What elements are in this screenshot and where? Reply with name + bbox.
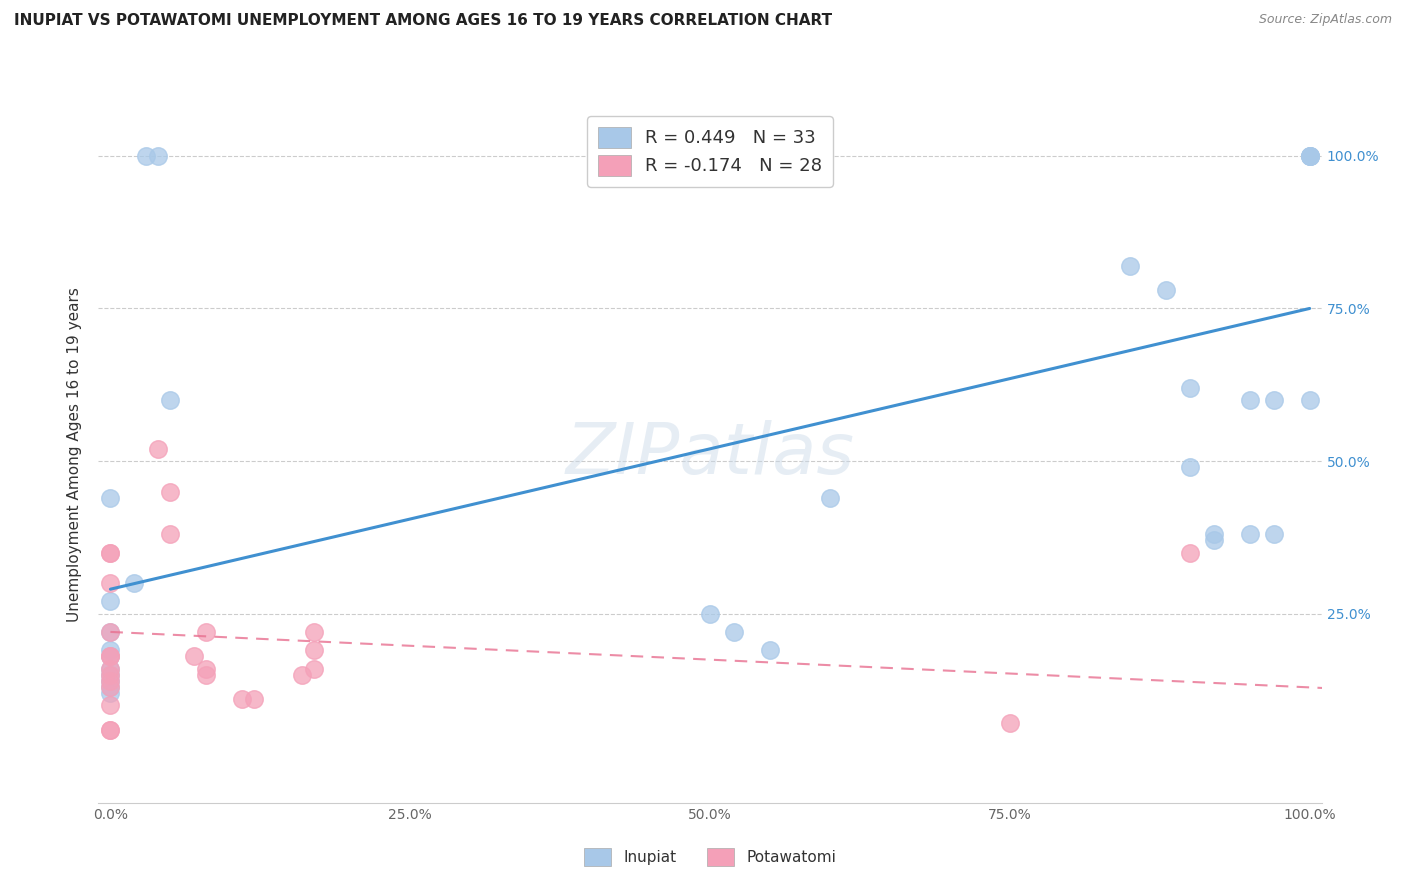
Point [100, 649, 122, 664]
Point [243, 692, 266, 706]
Point [100, 491, 122, 505]
Point [304, 643, 326, 657]
Point [1263, 392, 1285, 407]
Point [100, 723, 122, 737]
Point [195, 667, 218, 681]
Point [100, 698, 122, 713]
Point [100, 624, 122, 639]
Point [699, 607, 721, 621]
Point [304, 661, 326, 675]
Point [1298, 149, 1320, 163]
Point [195, 661, 218, 675]
Point [183, 649, 205, 664]
Point [100, 545, 122, 559]
Point [100, 661, 122, 675]
Text: Source: ZipAtlas.com: Source: ZipAtlas.com [1258, 13, 1392, 27]
Point [723, 624, 745, 639]
Point [1178, 381, 1201, 395]
Point [100, 723, 122, 737]
Point [1239, 527, 1261, 541]
Point [304, 624, 326, 639]
Point [100, 680, 122, 694]
Legend: Inupiat, Potawatomi: Inupiat, Potawatomi [578, 842, 842, 871]
Point [1239, 392, 1261, 407]
Point [100, 673, 122, 688]
Point [159, 392, 181, 407]
Point [159, 484, 181, 499]
Point [1154, 283, 1177, 297]
Point [759, 643, 782, 657]
Point [100, 673, 122, 688]
Point [100, 667, 122, 681]
Point [159, 527, 181, 541]
Point [1178, 545, 1201, 559]
Point [195, 624, 218, 639]
Point [100, 661, 122, 675]
Point [1298, 149, 1320, 163]
Text: INUPIAT VS POTAWATOMI UNEMPLOYMENT AMONG AGES 16 TO 19 YEARS CORRELATION CHART: INUPIAT VS POTAWATOMI UNEMPLOYMENT AMONG… [14, 13, 832, 29]
Point [231, 692, 253, 706]
Point [1202, 533, 1225, 548]
Point [100, 576, 122, 591]
Point [135, 149, 157, 163]
Point [100, 624, 122, 639]
Point [998, 716, 1021, 731]
Point [291, 667, 314, 681]
Point [1119, 259, 1142, 273]
Point [1178, 460, 1201, 475]
Point [818, 491, 841, 505]
Y-axis label: Unemployment Among Ages 16 to 19 years: Unemployment Among Ages 16 to 19 years [67, 287, 83, 623]
Point [100, 545, 122, 559]
Point [100, 649, 122, 664]
Point [1298, 392, 1320, 407]
Text: ZIPatlas: ZIPatlas [565, 420, 855, 490]
Point [100, 667, 122, 681]
Point [100, 643, 122, 657]
Point [100, 686, 122, 700]
Point [1298, 149, 1320, 163]
Point [100, 594, 122, 608]
Point [148, 442, 170, 456]
Point [100, 649, 122, 664]
Point [1202, 527, 1225, 541]
Point [1298, 149, 1320, 163]
Point [1263, 527, 1285, 541]
Point [124, 576, 146, 591]
Point [148, 149, 170, 163]
Point [100, 680, 122, 694]
